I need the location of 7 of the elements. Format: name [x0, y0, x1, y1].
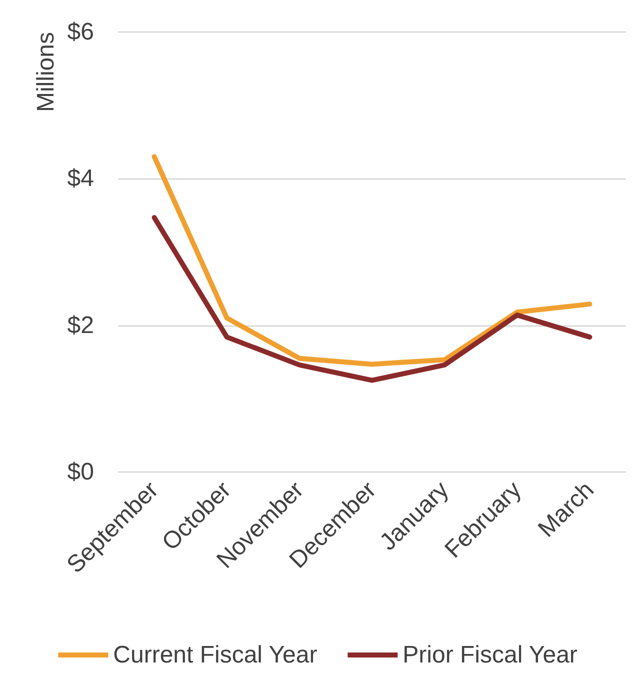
legend-label: Prior Fiscal Year [402, 642, 578, 668]
y-tick-label: $4 [67, 165, 94, 192]
legend-label: Current Fiscal Year [113, 642, 318, 668]
y-tick-label: $6 [67, 18, 94, 46]
y-tick-label: $0 [67, 458, 94, 486]
y-tick-label: $2 [67, 312, 94, 339]
y-axis-title: Millions [32, 32, 60, 112]
